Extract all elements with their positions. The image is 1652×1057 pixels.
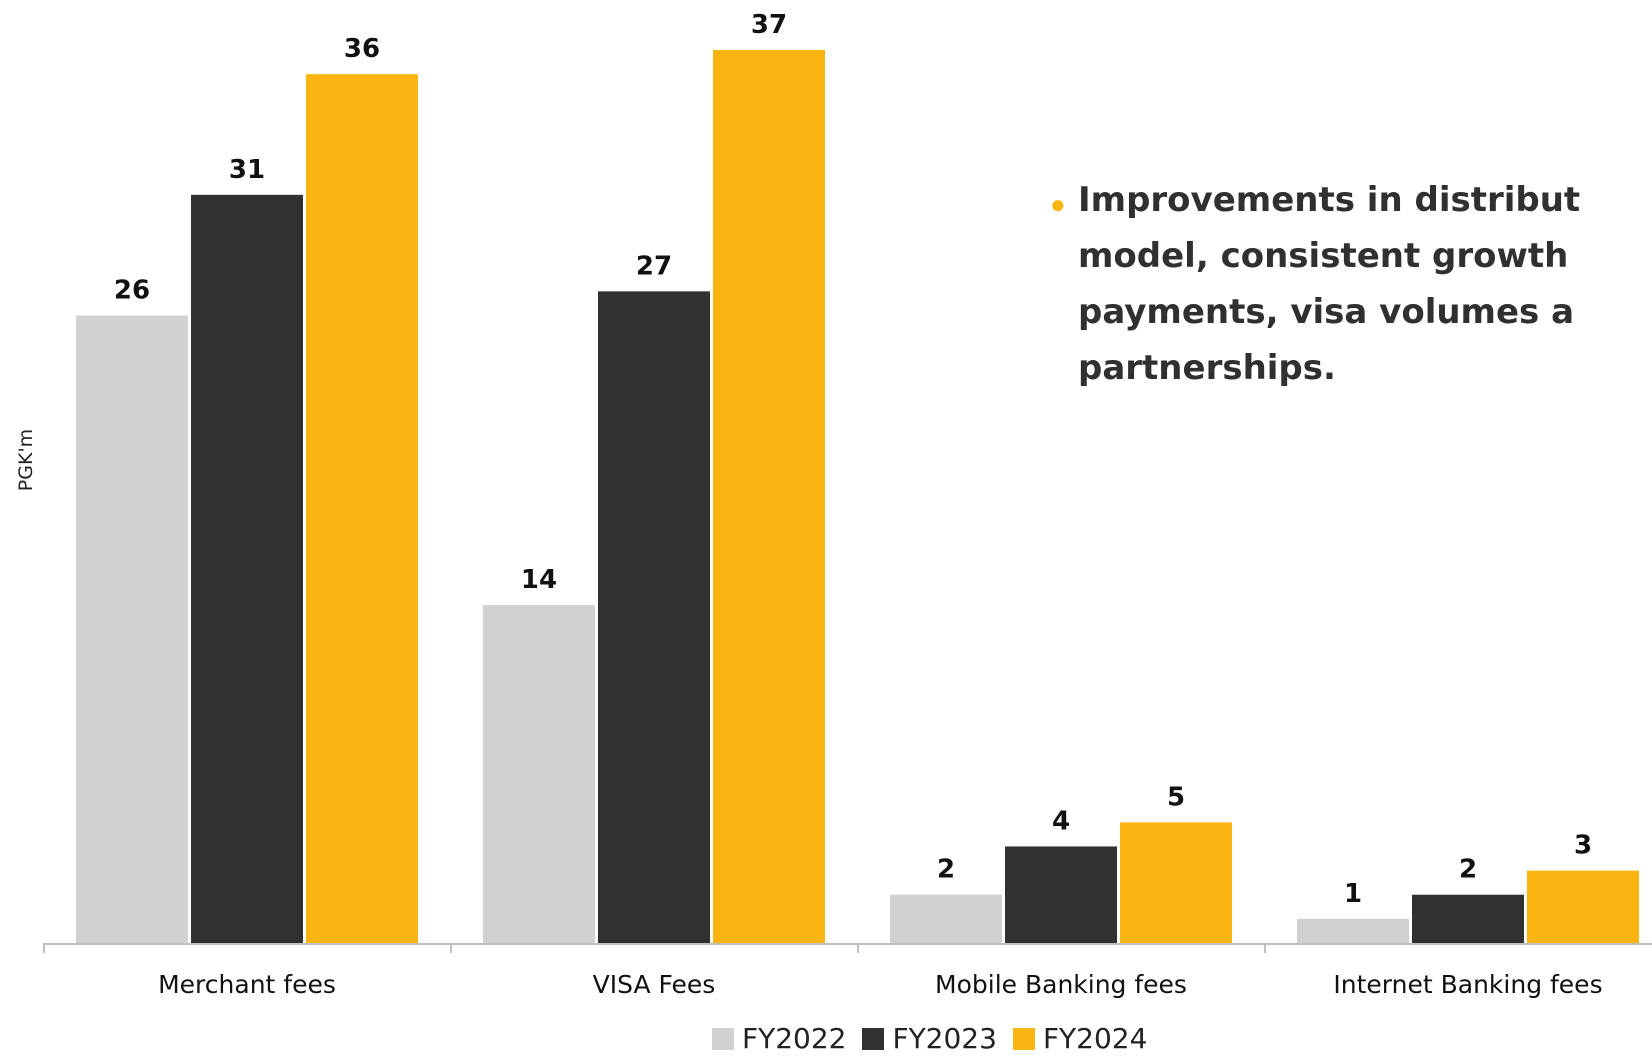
legend: FY2022 FY2023 FY2024: [712, 1022, 1147, 1055]
bar-mobile-banking-fees-fy2024: [1120, 822, 1232, 943]
category-label-visa-fees: VISA Fees: [593, 970, 716, 999]
legend-swatch-fy2023: [862, 1027, 885, 1050]
legend-item-fy2023: FY2023: [862, 1022, 997, 1055]
bar-mobile-banking-fees-fy2023: [1005, 846, 1117, 943]
bar-internet-banking-fees-fy2024: [1527, 870, 1639, 943]
bar-merchant-fees-fy2023: [191, 194, 303, 944]
bar-mobile-banking-fees-fy2022: [890, 894, 1002, 943]
bar-internet-banking-fees-fy2022: [1297, 918, 1409, 943]
data-label-mobile-banking-fees-fy2023: 4: [1052, 806, 1070, 836]
legend-label-fy2024: FY2024: [1042, 1022, 1148, 1055]
commentary-note: ● Improvements in distribut model, consi…: [1050, 172, 1652, 396]
legend-item-fy2022: FY2022: [712, 1022, 846, 1055]
category-label-internet-banking-fees: Internet Banking fees: [1333, 970, 1602, 999]
data-label-internet-banking-fees-fy2024: 3: [1574, 831, 1592, 861]
legend-swatch-fy2022: [712, 1027, 734, 1050]
bar-merchant-fees-fy2024: [306, 74, 418, 943]
x-axis: [43, 943, 1652, 953]
bar-merchant-fees-fy2022: [76, 315, 188, 944]
category-labels-group: Merchant fees VISA Fees Mobile Banking fee…: [158, 970, 1602, 999]
category-label-merchant-fees: Merchant fees: [158, 970, 336, 999]
data-label-merchant-fees-fy2024: 36: [344, 34, 380, 64]
legend-swatch-fy2024: [1012, 1027, 1035, 1050]
data-label-merchant-fees-fy2023: 31: [229, 155, 265, 185]
note-line-2: model, consistent growth: [1078, 236, 1569, 276]
note-line-1: Improvements in distribut: [1078, 180, 1581, 220]
data-label-visa-fees-fy2023: 27: [636, 251, 672, 281]
data-label-mobile-banking-fees-fy2022: 2: [937, 855, 955, 885]
legend-item-fy2024: FY2024: [1012, 1022, 1148, 1055]
bars-group: [76, 50, 1639, 944]
data-label-internet-banking-fees-fy2022: 1: [1344, 879, 1362, 909]
bar-internet-banking-fees-fy2023: [1412, 894, 1524, 943]
y-axis-label: PGK'm: [15, 429, 37, 491]
bar-visa-fees-fy2023: [598, 291, 710, 944]
data-label-visa-fees-fy2024: 37: [751, 10, 787, 40]
bullet-icon: ●: [1050, 189, 1066, 219]
bar-visa-fees-fy2024: [713, 50, 825, 943]
legend-label-fy2022: FY2022: [742, 1022, 847, 1055]
data-label-visa-fees-fy2022: 14: [521, 565, 557, 595]
data-label-mobile-banking-fees-fy2024: 5: [1167, 782, 1185, 812]
legend-label-fy2023: FY2023: [892, 1022, 997, 1055]
data-label-merchant-fees-fy2022: 26: [114, 275, 150, 305]
note-line-4: partnerships.: [1078, 348, 1336, 388]
bar-visa-fees-fy2022: [483, 605, 595, 943]
data-labels-group: 26 31 36 14 27 37 2 4 5 1 2 3: [114, 10, 1592, 909]
data-label-internet-banking-fees-fy2023: 2: [1459, 855, 1477, 885]
note-line-3: payments, visa volumes a: [1078, 292, 1575, 332]
category-label-mobile-banking-fees: Mobile Banking fees: [935, 970, 1187, 999]
